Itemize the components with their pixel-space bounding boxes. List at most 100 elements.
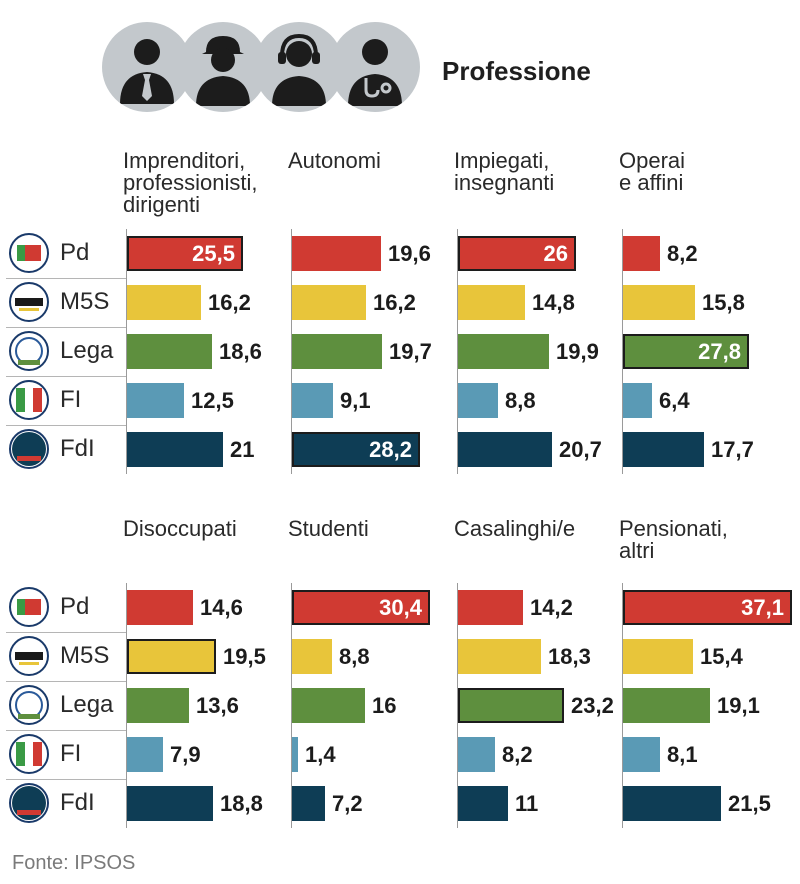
header-icons: Professione <box>100 18 750 118</box>
worker-helmet-icon <box>178 22 268 112</box>
category-label: Imprenditori, professionisti, dirigenti <box>123 148 258 217</box>
bar-pd <box>458 236 576 271</box>
bar-m5s <box>458 639 541 674</box>
party-logo-icon <box>8 635 50 677</box>
bar-pd <box>127 236 243 271</box>
bar-fdi <box>127 432 223 467</box>
party-row-fdi: FdI <box>6 425 126 474</box>
party-logo-icon <box>8 782 50 824</box>
party-row-fdi: FdI <box>6 779 126 828</box>
bar-lega <box>292 688 365 723</box>
bar-pd <box>623 590 792 625</box>
data-label: 28,2 <box>369 437 412 462</box>
data-label: 30,4 <box>379 595 422 620</box>
bar-m5s <box>127 285 201 320</box>
party-row-lega: Lega <box>6 681 126 731</box>
bar-fdi <box>292 432 420 467</box>
data-label: 9,1 <box>340 388 371 413</box>
party-row-pd: Pd <box>6 229 126 279</box>
businessman-icon <box>102 22 192 112</box>
bar-fi <box>458 383 498 418</box>
data-label: 11 <box>515 791 539 816</box>
bar-fi <box>292 737 298 772</box>
category-label: Autonomi <box>288 148 381 173</box>
data-label: 8,8 <box>505 388 536 413</box>
party-logo-icon <box>8 281 50 323</box>
bar-lega <box>623 334 749 369</box>
column-axis-line <box>622 229 623 474</box>
data-label: 19,7 <box>389 339 432 364</box>
data-label: 16 <box>372 693 397 718</box>
data-label: 15,8 <box>702 290 745 315</box>
bar-m5s <box>127 639 216 674</box>
data-label: 16,2 <box>373 290 416 315</box>
bar-fi <box>623 737 660 772</box>
column-axis-line <box>126 583 127 828</box>
data-label: 19,1 <box>717 693 760 718</box>
party-logo-icon <box>8 586 50 628</box>
data-label: 12,5 <box>191 388 234 413</box>
data-label: 6,4 <box>659 388 690 413</box>
data-label: 18,3 <box>548 644 591 669</box>
party-row-m5s: M5S <box>6 278 126 328</box>
bar-fdi <box>127 786 213 821</box>
column-axis-line <box>622 583 623 828</box>
bar-fi <box>623 383 652 418</box>
column-axis-line <box>291 583 292 828</box>
party-name: FI <box>60 386 82 413</box>
party-row-lega: Lega <box>6 327 126 377</box>
bar-pd <box>292 236 381 271</box>
category-label: Operai e affini <box>619 148 686 195</box>
party-name: FdI <box>60 435 95 462</box>
bar-m5s <box>458 285 525 320</box>
data-label: 7,9 <box>170 742 201 767</box>
bar-pd <box>458 590 523 625</box>
source-note: Fonte: IPSOS <box>12 852 136 874</box>
data-label: 8,1 <box>667 742 698 767</box>
party-logo-icon <box>8 330 50 372</box>
data-label: 20,7 <box>559 437 602 462</box>
party-name: Pd <box>60 593 90 620</box>
party-row-fi: FI <box>6 730 126 780</box>
party-logo-icon <box>8 232 50 274</box>
bar-m5s <box>292 639 332 674</box>
data-label: 37,1 <box>741 595 784 620</box>
category-label: Impiegati, insegnanti <box>454 148 555 195</box>
call-center-headset-icon <box>254 22 344 112</box>
data-label: 14,8 <box>532 290 575 315</box>
column-axis-line <box>126 229 127 474</box>
party-logo-icon <box>8 379 50 421</box>
bar-lega <box>623 688 710 723</box>
bar-lega <box>127 334 212 369</box>
bar-fi <box>458 737 495 772</box>
chart-title: Professione <box>442 56 591 86</box>
bar-m5s <box>623 639 693 674</box>
data-label: 19,6 <box>388 241 431 266</box>
bar-fi <box>127 383 184 418</box>
bar-fi <box>292 383 333 418</box>
party-name: FdI <box>60 789 95 816</box>
column-axis-line <box>291 229 292 474</box>
data-label: 21 <box>230 437 255 462</box>
party-name: Lega <box>60 337 114 364</box>
bar-lega <box>458 334 549 369</box>
data-label: 8,2 <box>502 742 533 767</box>
data-label: 14,2 <box>530 595 573 620</box>
data-label: 25,5 <box>192 241 235 266</box>
column-axis-line <box>457 583 458 828</box>
bar-fdi <box>623 432 704 467</box>
party-row-m5s: M5S <box>6 632 126 682</box>
bar-fdi <box>623 786 721 821</box>
party-name: M5S <box>60 288 110 315</box>
party-logo-icon <box>8 684 50 726</box>
data-label: 19,5 <box>223 644 266 669</box>
party-name: Pd <box>60 239 90 266</box>
bar-lega <box>127 688 189 723</box>
party-logo-icon <box>8 428 50 470</box>
data-label: 18,8 <box>220 791 263 816</box>
column-axis-line <box>457 229 458 474</box>
party-row-pd: Pd <box>6 583 126 633</box>
category-label: Pensionati, altri <box>619 516 728 563</box>
data-label: 16,2 <box>208 290 251 315</box>
bar-fdi <box>458 786 508 821</box>
